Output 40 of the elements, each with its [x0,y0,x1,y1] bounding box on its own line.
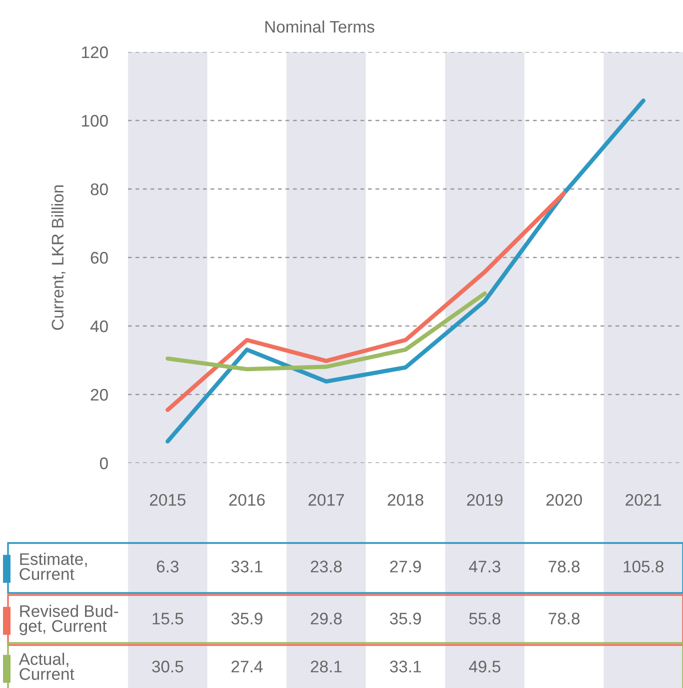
data-label: 27.4 [232,660,263,672]
data-label: 55.8 [469,612,500,624]
y-tick-label: 0 [100,457,108,470]
chart-title: Nominal Terms [265,20,374,33]
data-label: 35.9 [231,612,262,624]
y-tick-label: 120 [82,46,108,58]
x-tick-label: 2015 [150,494,186,506]
data-label: 35.9 [390,612,421,624]
x-tick-label: 2021 [626,494,662,506]
data-label: 105.8 [624,560,664,572]
x-tick-label: 2018 [388,494,424,506]
data-label: 28.1 [310,660,342,672]
data-label: 78.8 [548,560,580,572]
data-label: 30.5 [152,660,184,672]
data-label: 23.8 [310,560,342,572]
data-label: 78.8 [548,612,580,624]
line-series [166,98,646,444]
data-label: 33.1 [231,560,262,572]
legend-label: Estimate, Current [20,552,87,580]
data-label: 6.3 [156,560,178,572]
x-tick-label: 2020 [546,494,582,506]
x-tick-label: 2017 [308,494,344,506]
line-series [166,291,487,372]
data-label: 33.1 [390,660,421,672]
line-series [166,191,566,412]
data-label: 29.8 [310,612,342,624]
y-tick-label: 100 [82,114,108,127]
y-axis-title: Current, LKR Billion [51,185,66,330]
y-tick-label: 40 [90,320,108,332]
legend-label: Actual, Current [18,652,74,680]
legend-label: Revised Bud- get, Current [20,604,118,636]
data-label: 27.9 [390,560,421,572]
y-tick-label: 80 [90,183,108,196]
data-label: 49.5 [468,660,500,672]
x-tick-label: 2019 [467,494,503,506]
data-label: 15.5 [152,612,184,624]
y-tick-label: 20 [90,388,108,401]
x-tick-label: 2016 [229,494,265,506]
data-label: 47.3 [468,560,500,572]
y-tick-label: 60 [90,252,108,264]
